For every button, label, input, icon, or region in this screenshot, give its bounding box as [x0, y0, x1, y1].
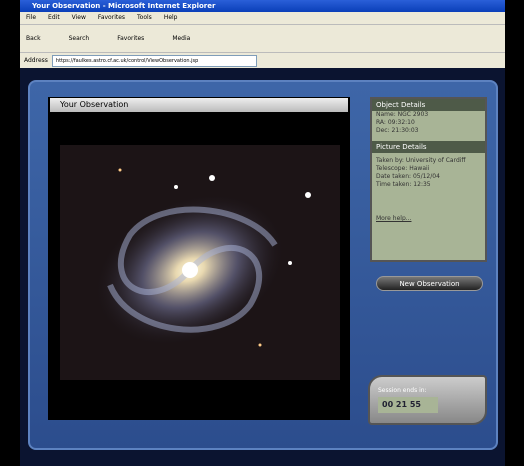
details-panel: Object Details Name: NGC 2903 RA: 09:32:…: [370, 97, 487, 262]
address-bar: Address https://faulkes.astro.cf.ac.uk/co…: [20, 52, 505, 68]
session-time: 00 21 55: [378, 397, 438, 413]
section-title: Picture Details: [372, 141, 485, 153]
menu-item[interactable]: Tools: [137, 14, 152, 21]
detail-line: RA: 09:32:10: [372, 119, 485, 127]
menu-item[interactable]: View: [72, 14, 86, 21]
menu-item[interactable]: Help: [164, 14, 178, 21]
section-title: Object Details: [372, 99, 485, 111]
window-title: Your Observation - Microsoft Internet Ex…: [32, 2, 215, 10]
session-label: Session ends in:: [378, 387, 427, 394]
address-input[interactable]: https://faulkes.astro.cf.ac.uk/control/V…: [52, 55, 257, 67]
menu-item[interactable]: File: [26, 14, 36, 21]
session-box: Session ends in: 00 21 55: [368, 375, 487, 425]
toolbar-button[interactable]: Media: [172, 35, 190, 42]
address-label: Address: [24, 57, 48, 64]
menu-bar: File Edit View Favorites Tools Help: [20, 12, 505, 24]
toolbar-button[interactable]: Favorites: [117, 35, 144, 42]
detail-line: Telescope: Hawaii: [372, 165, 485, 173]
help-link[interactable]: More help...: [372, 215, 485, 223]
observation-title: Your Observation: [50, 98, 348, 112]
detail-line: Name: NGC 2903: [372, 111, 485, 119]
toolbar-button[interactable]: Search: [69, 35, 90, 42]
galaxy-image: [60, 145, 340, 380]
detail-line: Time taken: 12:35: [372, 181, 485, 189]
screen: Your Observation - Microsoft Internet Ex…: [0, 0, 524, 466]
toolbar-button[interactable]: Back: [26, 35, 41, 42]
toolbar: Back Search Favorites Media: [20, 24, 505, 52]
menu-item[interactable]: Edit: [48, 14, 60, 21]
menu-item[interactable]: Favorites: [98, 14, 125, 21]
detail-line: Date taken: 05/12/04: [372, 173, 485, 181]
detail-line: Taken by: University of Cardiff: [372, 157, 485, 165]
new-observation-button[interactable]: New Observation: [376, 276, 483, 291]
title-bar: Your Observation - Microsoft Internet Ex…: [20, 0, 505, 12]
detail-line: Dec: 21:30:03: [372, 127, 485, 135]
